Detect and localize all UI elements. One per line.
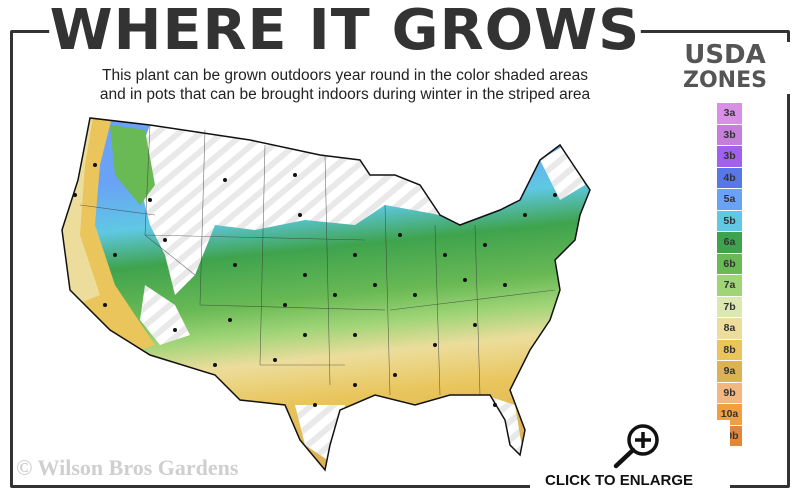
- legend-swatch-4b: 4b: [717, 167, 742, 188]
- city-dot: [553, 193, 557, 197]
- city-dot: [393, 373, 397, 377]
- legend-swatch-10a: 10a: [717, 404, 742, 425]
- enlarge-label: CLICK TO ENLARGE: [545, 472, 694, 489]
- city-dot: [443, 253, 447, 257]
- city-dot: [163, 238, 167, 242]
- city-dot: [293, 173, 297, 177]
- subtitle-line-2: and in pots that can be brought indoors …: [99, 86, 591, 103]
- city-dot: [463, 278, 467, 282]
- city-dot: [303, 273, 307, 277]
- legend-swatch-6b: 6b: [717, 253, 742, 274]
- page-title: WHERE IT GROWS: [49, 0, 641, 63]
- city-dot: [73, 193, 77, 197]
- city-dot: [333, 293, 337, 297]
- legend-swatch-5a: 5a: [717, 189, 742, 210]
- city-dot: [113, 253, 117, 257]
- legend-swatch-6a: 6a: [717, 232, 742, 253]
- city-dot: [373, 283, 377, 287]
- watermark: © Wilson Bros Gardens: [16, 455, 239, 480]
- city-dot: [283, 303, 287, 307]
- legend-swatch-9b: 9b: [717, 382, 742, 403]
- legend-swatch-7a: 7a: [717, 275, 742, 296]
- city-dot: [493, 403, 497, 407]
- city-dot: [398, 233, 402, 237]
- legend-title: USDA ZONES: [660, 42, 790, 94]
- magnifier-plus-icon: [613, 424, 659, 469]
- city-dot: [413, 293, 417, 297]
- city-dot: [93, 163, 97, 167]
- city-dot: [228, 318, 232, 322]
- city-dot: [313, 403, 317, 407]
- legend-swatch-9a: 9a: [717, 361, 742, 382]
- legend-swatch-3b: 3b: [717, 146, 742, 167]
- city-dot: [298, 213, 302, 217]
- city-dot: [103, 303, 107, 307]
- city-dot: [233, 263, 237, 267]
- legend-title-line-2: ZONES: [683, 68, 767, 93]
- click-to-enlarge-button[interactable]: CLICK TO ENLARGE: [530, 420, 730, 500]
- legend-title-line-1: USDA: [684, 40, 766, 70]
- legend-swatch-3a: 3a: [717, 103, 742, 124]
- city-dot: [353, 333, 357, 337]
- legend-swatch-7b: 7b: [717, 296, 742, 317]
- usda-zone-map[interactable]: [55, 105, 600, 475]
- legend-swatch-5b: 5b: [717, 210, 742, 231]
- city-dot: [433, 343, 437, 347]
- city-dot: [213, 363, 217, 367]
- city-dot: [523, 213, 527, 217]
- subtitle-line-1: This plant can be grown outdoors year ro…: [102, 67, 588, 84]
- city-dot: [223, 178, 227, 182]
- city-dot: [173, 328, 177, 332]
- zone-legend: 3a3b3b4b5a5b6a6b7a7b8a8b9a9b10a10b: [717, 103, 742, 447]
- city-dot: [273, 358, 277, 362]
- legend-swatch-8a: 8a: [717, 318, 742, 339]
- subtitle: This plant can be grown outdoors year ro…: [40, 66, 650, 104]
- city-dot: [303, 333, 307, 337]
- legend-swatch-8b: 8b: [717, 339, 742, 360]
- city-dot: [353, 253, 357, 257]
- city-dot: [148, 198, 152, 202]
- city-dot: [483, 243, 487, 247]
- legend-swatch-3b: 3b: [717, 124, 742, 145]
- city-dot: [353, 383, 357, 387]
- city-dot: [473, 323, 477, 327]
- city-dot: [503, 283, 507, 287]
